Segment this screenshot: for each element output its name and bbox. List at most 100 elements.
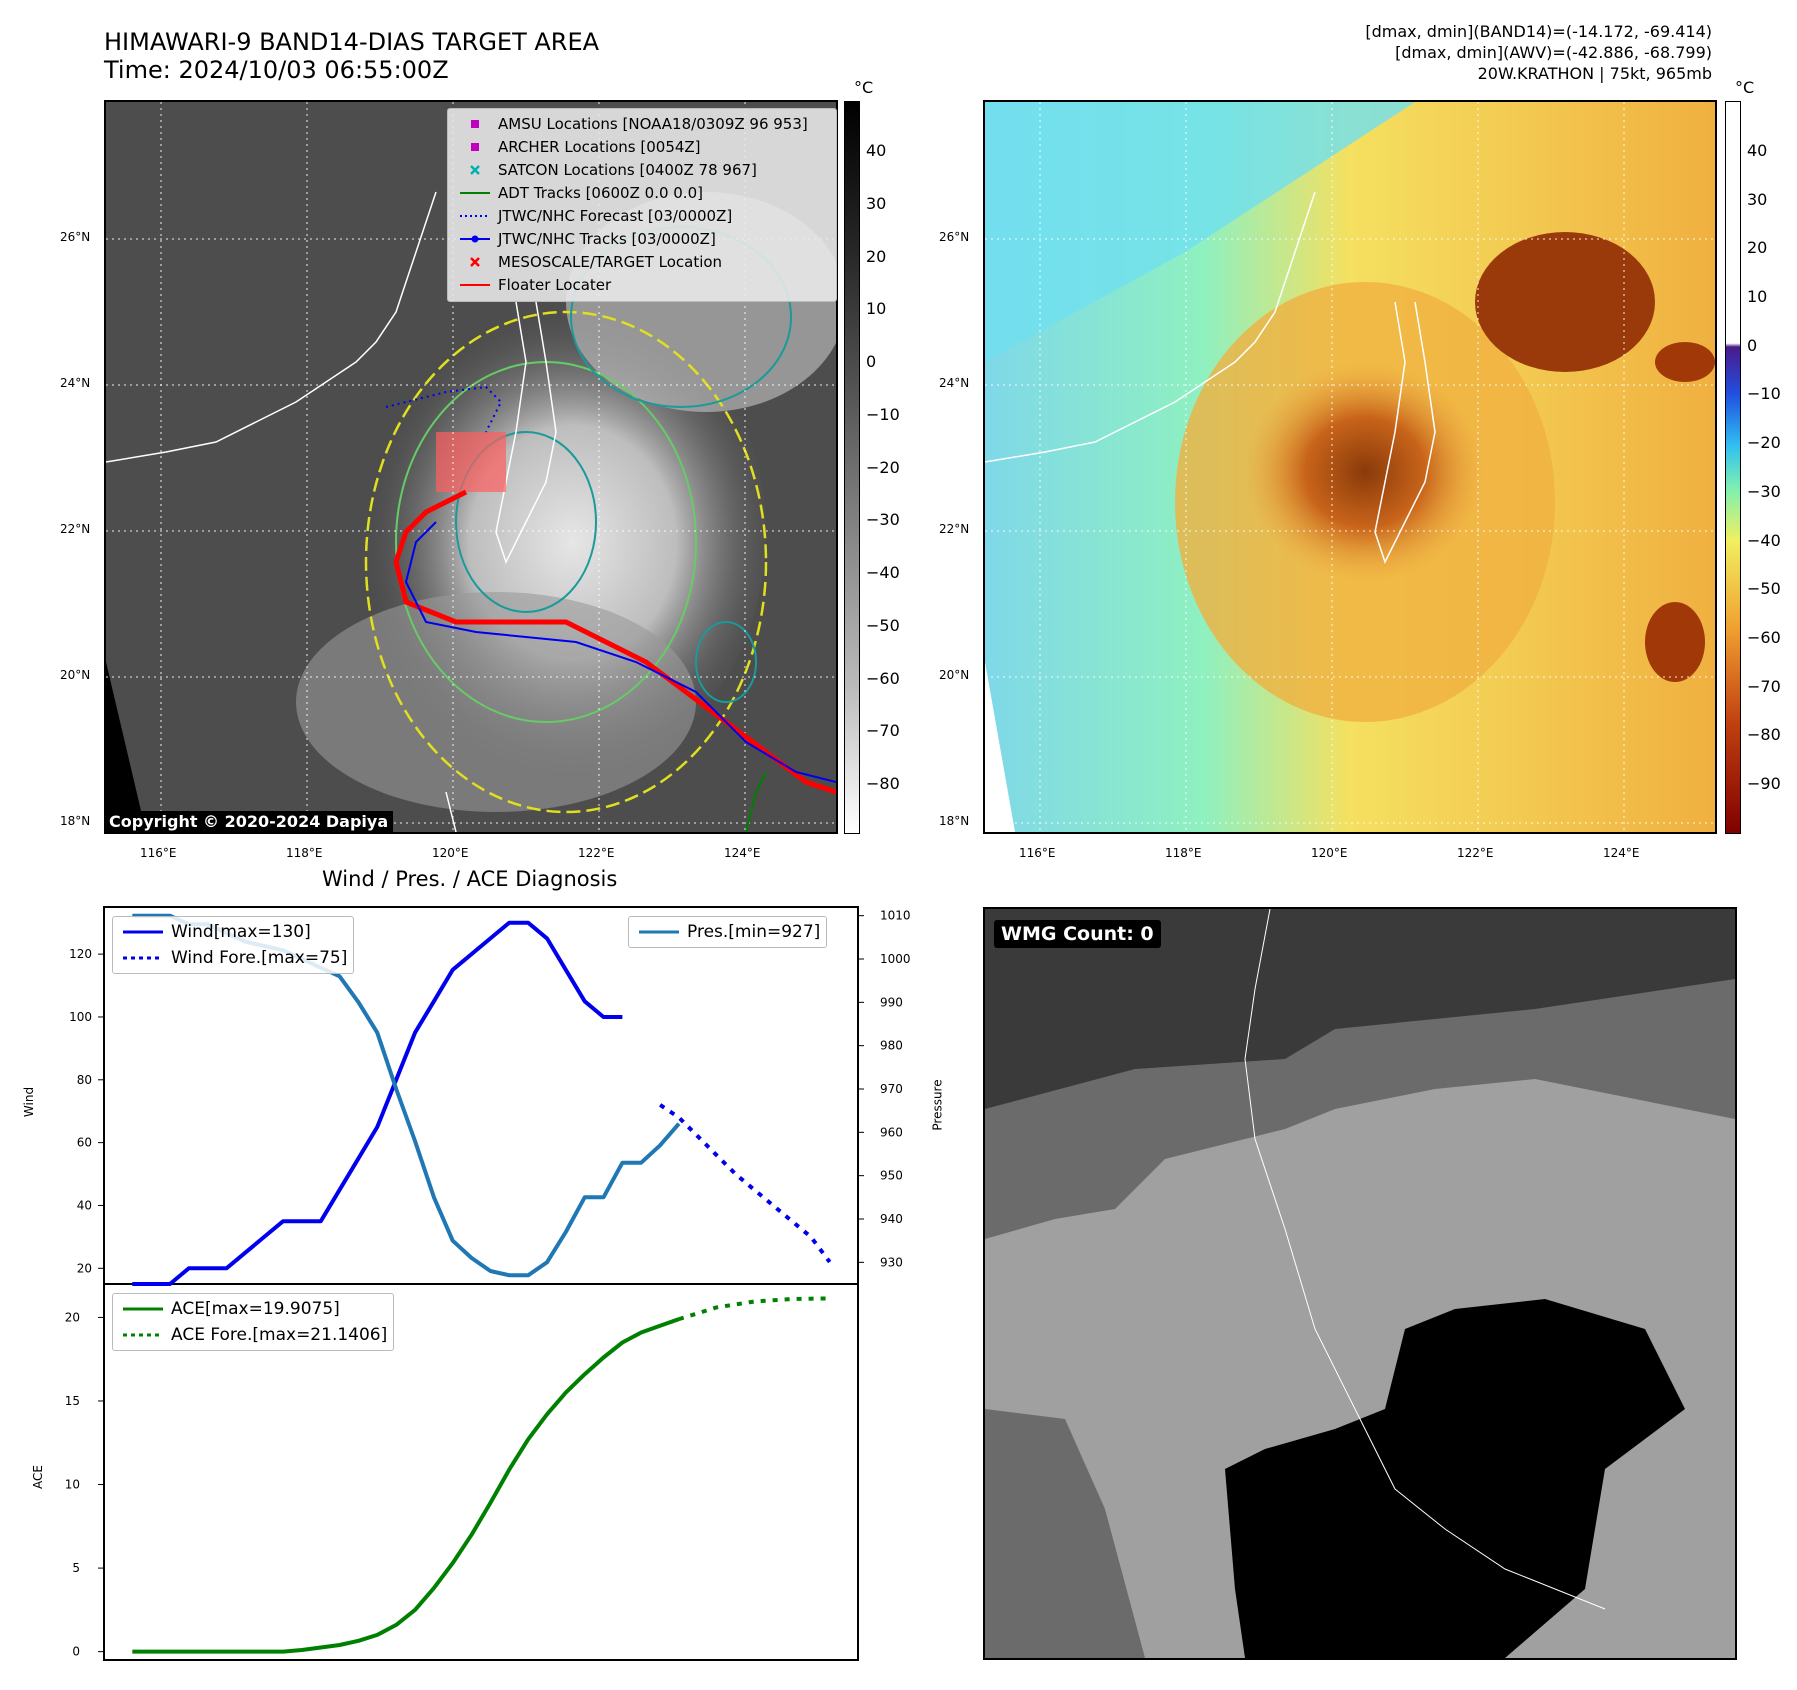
green-dotted-line-icon <box>121 1324 165 1342</box>
wind-series-line <box>132 920 623 1286</box>
ace-series-line <box>132 1317 680 1654</box>
steelblue-line-icon <box>637 921 681 939</box>
lon-label-122: 122°E <box>578 846 615 860</box>
colorbar-left-tick: −40 <box>866 563 900 582</box>
ace-ytick-label: 5 <box>72 1561 80 1575</box>
colorbar-left-tick: 40 <box>866 141 887 160</box>
info-line2: [dmax, dmin](AWV)=(-42.886, -68.799) <box>1395 43 1712 62</box>
legend-label: AMSU Locations [NOAA18/0309Z 96 953] <box>498 115 808 133</box>
wind-legend: Wind[max=130] Wind Fore.[max=75] <box>112 916 355 974</box>
legend-label: ACE Fore.[max=21.1406] <box>171 1325 388 1345</box>
rlon-label-118: 118°E <box>1165 846 1202 860</box>
colorbar-right <box>1725 101 1741 834</box>
rlat-label-22: 22°N <box>939 522 970 536</box>
map-legend: AMSU Locations [NOAA18/0309Z 96 953] ARC… <box>447 108 837 302</box>
legend-item-wind-forecast: Wind Fore.[max=75] <box>119 945 347 971</box>
pressure-axis-label: Pressure <box>930 1079 945 1131</box>
colorbar-left <box>844 101 860 834</box>
wmg-panel <box>983 907 1737 1660</box>
rlon-label-120: 120°E <box>1311 846 1348 860</box>
wind-ytick-label: 80 <box>77 1073 92 1087</box>
wmg-graphics <box>985 909 1735 1658</box>
wind-ytick-label: 120 <box>69 947 92 961</box>
ace-axis-label: ACE <box>30 1465 45 1489</box>
legend-label: MESOSCALE/TARGET Location <box>498 253 723 271</box>
lat-label-22: 22°N <box>60 522 91 536</box>
legend-label: Pres.[min=927] <box>687 922 821 942</box>
wind-ytick-label: 60 <box>77 1136 92 1150</box>
legend-item-archer: ARCHER Locations [0054Z] <box>456 136 828 159</box>
cyan-x-icon <box>458 161 492 179</box>
lat-label-24: 24°N <box>60 376 91 390</box>
lon-label-118: 118°E <box>286 846 323 860</box>
pressure-ytick-label: 1010 <box>880 909 911 923</box>
wind-ytick-label: 40 <box>77 1198 92 1212</box>
legend-item-wind: Wind[max=130] <box>119 919 347 945</box>
pressure-ytick-label: 950 <box>880 1169 903 1183</box>
blue-dotted-line-icon <box>121 947 165 965</box>
legend-label: ADT Tracks [0600Z 0.0 0.0] <box>498 184 703 202</box>
colorbar-right-tick: −30 <box>1747 481 1781 501</box>
colorbar-right-tick: 20 <box>1747 238 1768 258</box>
green-line-icon <box>458 184 492 202</box>
figure-title-line2: Time: 2024/10/03 06:55:00Z <box>104 56 449 84</box>
lon-label-124: 124°E <box>724 846 761 860</box>
ace-ytick-label: 10 <box>65 1478 80 1492</box>
colorbar-right-tick: −90 <box>1747 774 1781 793</box>
legend-item-satcon: SATCON Locations [0400Z 78 967] <box>456 159 828 182</box>
colorbar-left-tick: −10 <box>866 404 900 424</box>
rlon-label-124: 124°E <box>1603 846 1640 860</box>
colorbar-left-unit: °C <box>854 78 874 97</box>
green-line-icon <box>121 1298 165 1316</box>
colorbar-right-tick: 30 <box>1747 189 1768 209</box>
lat-label-26: 26°N <box>60 230 91 244</box>
ace-forecast-series-line <box>678 1296 830 1322</box>
red-line-icon <box>458 276 492 294</box>
colorbar-left-tick: −50 <box>866 615 900 635</box>
colorbar-right-tick: −40 <box>1747 530 1781 550</box>
rlat-label-18: 18°N <box>939 814 970 828</box>
copyright-label: Copyright © 2020-2024 Dapiya <box>104 811 394 832</box>
legend-label: JTWC/NHC Forecast [03/0000Z] <box>498 207 733 225</box>
colorbar-left-tick: −20 <box>866 457 900 477</box>
red-x-icon <box>458 253 492 271</box>
legend-item-target: MESOSCALE/TARGET Location <box>456 251 828 274</box>
colorbar-left-tick: −80 <box>866 774 900 793</box>
wv-map-graphics <box>985 102 1715 832</box>
pressure-ytick-label: 990 <box>880 995 903 1009</box>
diagnosis-title: Wind / Pres. / ACE Diagnosis <box>322 867 618 891</box>
colorbar-left-tick: −30 <box>866 510 900 530</box>
legend-item-amsu: AMSU Locations [NOAA18/0309Z 96 953] <box>456 113 828 136</box>
wind-axis-label: Wind <box>22 1086 37 1118</box>
blue-dotted-line-icon <box>458 207 492 225</box>
blue-line-dot-icon <box>458 230 492 248</box>
ace-ytick-label: 15 <box>65 1394 80 1408</box>
pressure-legend: Pres.[min=927] <box>628 916 828 948</box>
colorbar-right-tick: −20 <box>1747 433 1781 453</box>
legend-label: Wind[max=130] <box>171 922 311 942</box>
legend-item-forecast: JTWC/NHC Forecast [03/0000Z] <box>456 205 828 228</box>
pressure-ytick-label: 980 <box>880 1039 903 1053</box>
legend-item-ace: ACE[max=19.9075] <box>119 1296 387 1322</box>
info-line1: [dmax, dmin](BAND14)=(-14.172, -69.414) <box>1365 22 1712 41</box>
legend-label: Wind Fore.[max=75] <box>171 948 348 968</box>
colorbar-left-tick: −70 <box>866 721 900 741</box>
water-vapor-map <box>983 100 1717 834</box>
legend-item-ace-forecast: ACE Fore.[max=21.1406] <box>119 1322 387 1348</box>
blue-line-icon <box>121 921 165 939</box>
pressure-ytick-label: 970 <box>880 1082 903 1096</box>
pressure-ytick-label: 930 <box>880 1255 903 1269</box>
lat-label-18: 18°N <box>60 814 91 828</box>
pressure-ytick-label: 940 <box>880 1212 903 1226</box>
colorbar-right-unit: °C <box>1735 78 1755 97</box>
pressure-ytick-label: 1000 <box>880 952 911 966</box>
lat-label-20: 20°N <box>60 668 91 682</box>
ace-ytick-label: 20 <box>65 1310 80 1324</box>
colorbar-right-tick: −50 <box>1747 579 1781 599</box>
ace-legend: ACE[max=19.9075] ACE Fore.[max=21.1406] <box>112 1293 395 1351</box>
colorbar-left-tick: 30 <box>866 193 887 213</box>
lon-label-116: 116°E <box>140 846 177 860</box>
colorbar-left-tick: 20 <box>866 246 887 266</box>
magenta-square-icon <box>458 138 492 156</box>
colorbar-right-tick: 0 <box>1747 335 1758 355</box>
